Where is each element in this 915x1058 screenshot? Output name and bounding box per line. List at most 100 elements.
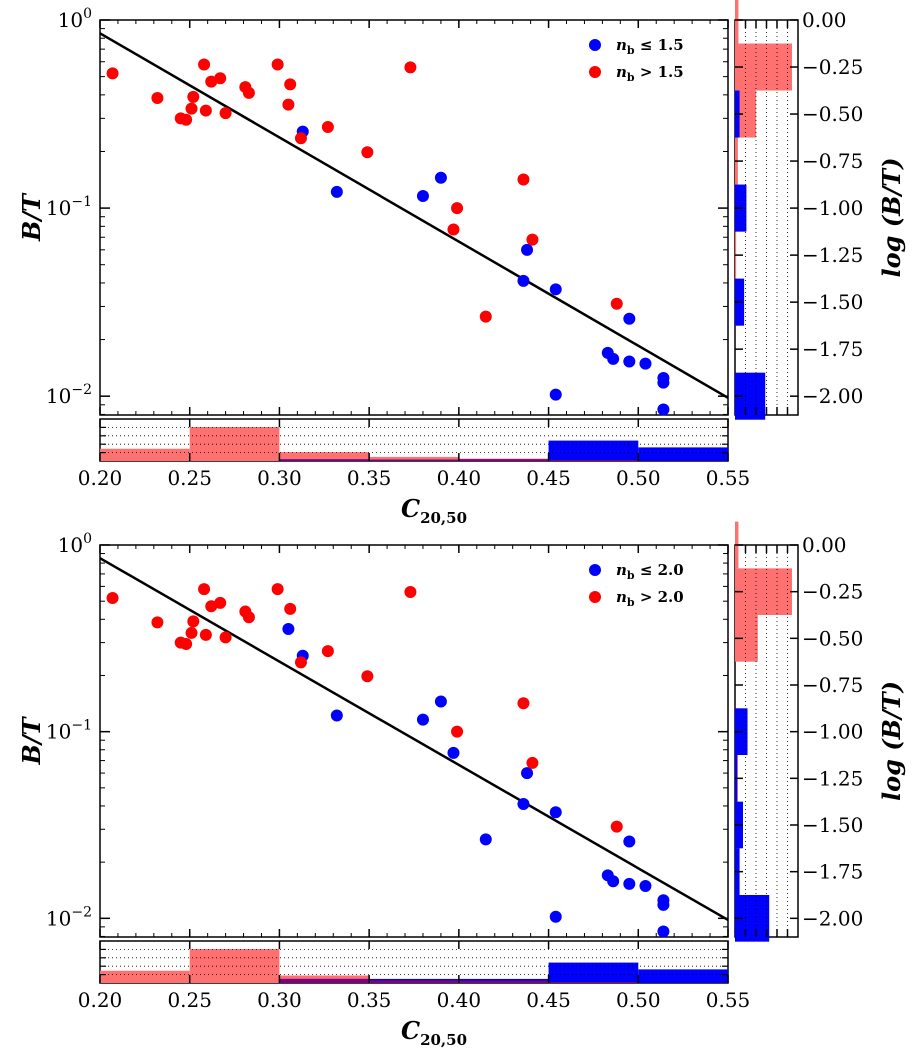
point-red <box>242 86 255 99</box>
x-tick-label: 0.20 <box>78 466 123 490</box>
right-tick-label: −1.25 <box>802 243 863 267</box>
point-blue <box>657 403 670 416</box>
point-blue <box>607 352 620 365</box>
x-hist-bar-overlap <box>279 978 370 983</box>
point-red <box>404 61 417 74</box>
x-hist-bar-overlap <box>458 459 549 461</box>
right-tick-label: −1.50 <box>802 290 863 314</box>
point-red <box>219 631 232 644</box>
main-plot-frame <box>99 544 729 938</box>
y-tick-label: 10−1 <box>46 718 92 744</box>
x-tick-label: 0.50 <box>616 988 661 1012</box>
point-blue <box>549 806 562 819</box>
legend-marker-red <box>589 591 601 603</box>
x-hist-bar-blue <box>548 962 639 983</box>
x-hist-bar-red <box>189 949 280 983</box>
point-red <box>185 102 198 115</box>
point-red <box>271 583 284 596</box>
x-hist-bar-red <box>279 452 370 461</box>
x-tick-label: 0.45 <box>526 988 571 1012</box>
point-red <box>214 596 227 609</box>
chart-panel-2: 100 10−1 10−2 nb ≤ 2.0 nb > 2.0 B/T 0.20 0.25 0.… <box>17 521 906 1049</box>
x-hist-bar-blue <box>638 447 728 461</box>
chart-panel-1: 100 10−1 10−2 nb ≤ 1.5 nb > 1.5 B/T 0.20 0.25 0.… <box>17 0 906 527</box>
x-axis-label: C20,50 <box>401 1016 467 1049</box>
y-hist-bar-red <box>735 43 792 91</box>
point-blue <box>549 388 562 401</box>
x-hist-bar-red <box>100 970 190 983</box>
point-blue <box>517 274 530 287</box>
x-tick-label: 0.30 <box>257 988 302 1012</box>
x-hist-bar-overlap <box>369 980 459 983</box>
right-tick-label: −0.50 <box>802 102 863 126</box>
x-tick-label: 0.25 <box>167 988 212 1012</box>
x-axis-label: C20,50 <box>401 494 467 527</box>
legend-marker-blue <box>589 564 601 576</box>
point-red <box>242 611 255 624</box>
legend-label-blue: nb ≤ 1.5 <box>616 36 684 57</box>
x-tick-label: 0.50 <box>616 466 661 490</box>
point-red <box>517 697 530 710</box>
point-red <box>185 626 198 639</box>
x-hist-bar-blue <box>638 969 728 983</box>
right-axis-label: log (B/T) <box>877 158 906 278</box>
point-blue <box>521 243 534 256</box>
point-red <box>282 98 295 111</box>
point-red <box>198 583 211 596</box>
point-red <box>321 120 334 133</box>
x-tick-label: 0.20 <box>78 988 123 1012</box>
point-blue <box>657 898 670 911</box>
point-blue <box>434 171 447 184</box>
point-blue <box>657 925 670 938</box>
x-tick-label: 0.55 <box>706 988 751 1012</box>
point-red <box>526 233 539 246</box>
x-hist-bar-red <box>369 456 459 461</box>
right-tick-label: −1.75 <box>802 337 863 361</box>
x-tick-label: 0.25 <box>167 466 212 490</box>
point-blue <box>639 357 652 370</box>
right-tick-label: −0.25 <box>802 580 863 604</box>
point-red <box>106 67 119 80</box>
point-blue <box>434 695 447 708</box>
x-tick-label: 0.45 <box>526 466 571 490</box>
point-red <box>199 628 212 641</box>
x-hist-bar-red <box>100 448 190 461</box>
point-blue <box>521 767 534 780</box>
point-red <box>451 202 464 215</box>
point-red <box>180 113 193 126</box>
point-red <box>284 78 297 91</box>
x-tick-label: 0.40 <box>437 466 482 490</box>
point-blue <box>282 622 295 635</box>
x-tick-label: 0.35 <box>347 988 392 1012</box>
point-red <box>404 586 417 599</box>
x-tick-label: 0.35 <box>347 466 392 490</box>
point-blue <box>623 877 636 890</box>
y-axis-label: B/T <box>17 715 46 765</box>
legend-marker-red <box>589 66 601 78</box>
x-hist-bar-overlap <box>279 459 370 461</box>
right-tick-label: −2.00 <box>802 384 863 408</box>
right-tick-label: −1.25 <box>802 766 863 790</box>
y-hist-bar-red <box>735 90 757 138</box>
right-tick-label: 0.00 <box>802 533 847 557</box>
x-hist-bar-blue <box>548 440 639 461</box>
point-red <box>271 58 284 71</box>
point-blue <box>330 709 343 722</box>
point-red <box>479 310 492 323</box>
right-tick-label: −1.50 <box>802 813 863 837</box>
point-blue <box>549 283 562 296</box>
fit-line <box>99 557 729 922</box>
x-hist-bar-overlap <box>548 981 639 983</box>
point-red <box>187 90 200 103</box>
point-red <box>294 656 307 669</box>
point-blue <box>623 355 636 368</box>
right-tick-label: −0.50 <box>802 626 863 650</box>
point-red <box>610 820 623 833</box>
point-red <box>199 104 212 117</box>
point-red <box>151 616 164 629</box>
y-tick-label: 10−2 <box>46 904 92 930</box>
point-blue <box>330 185 343 198</box>
fit-line <box>99 32 729 399</box>
right-tick-label: −0.75 <box>802 149 863 173</box>
